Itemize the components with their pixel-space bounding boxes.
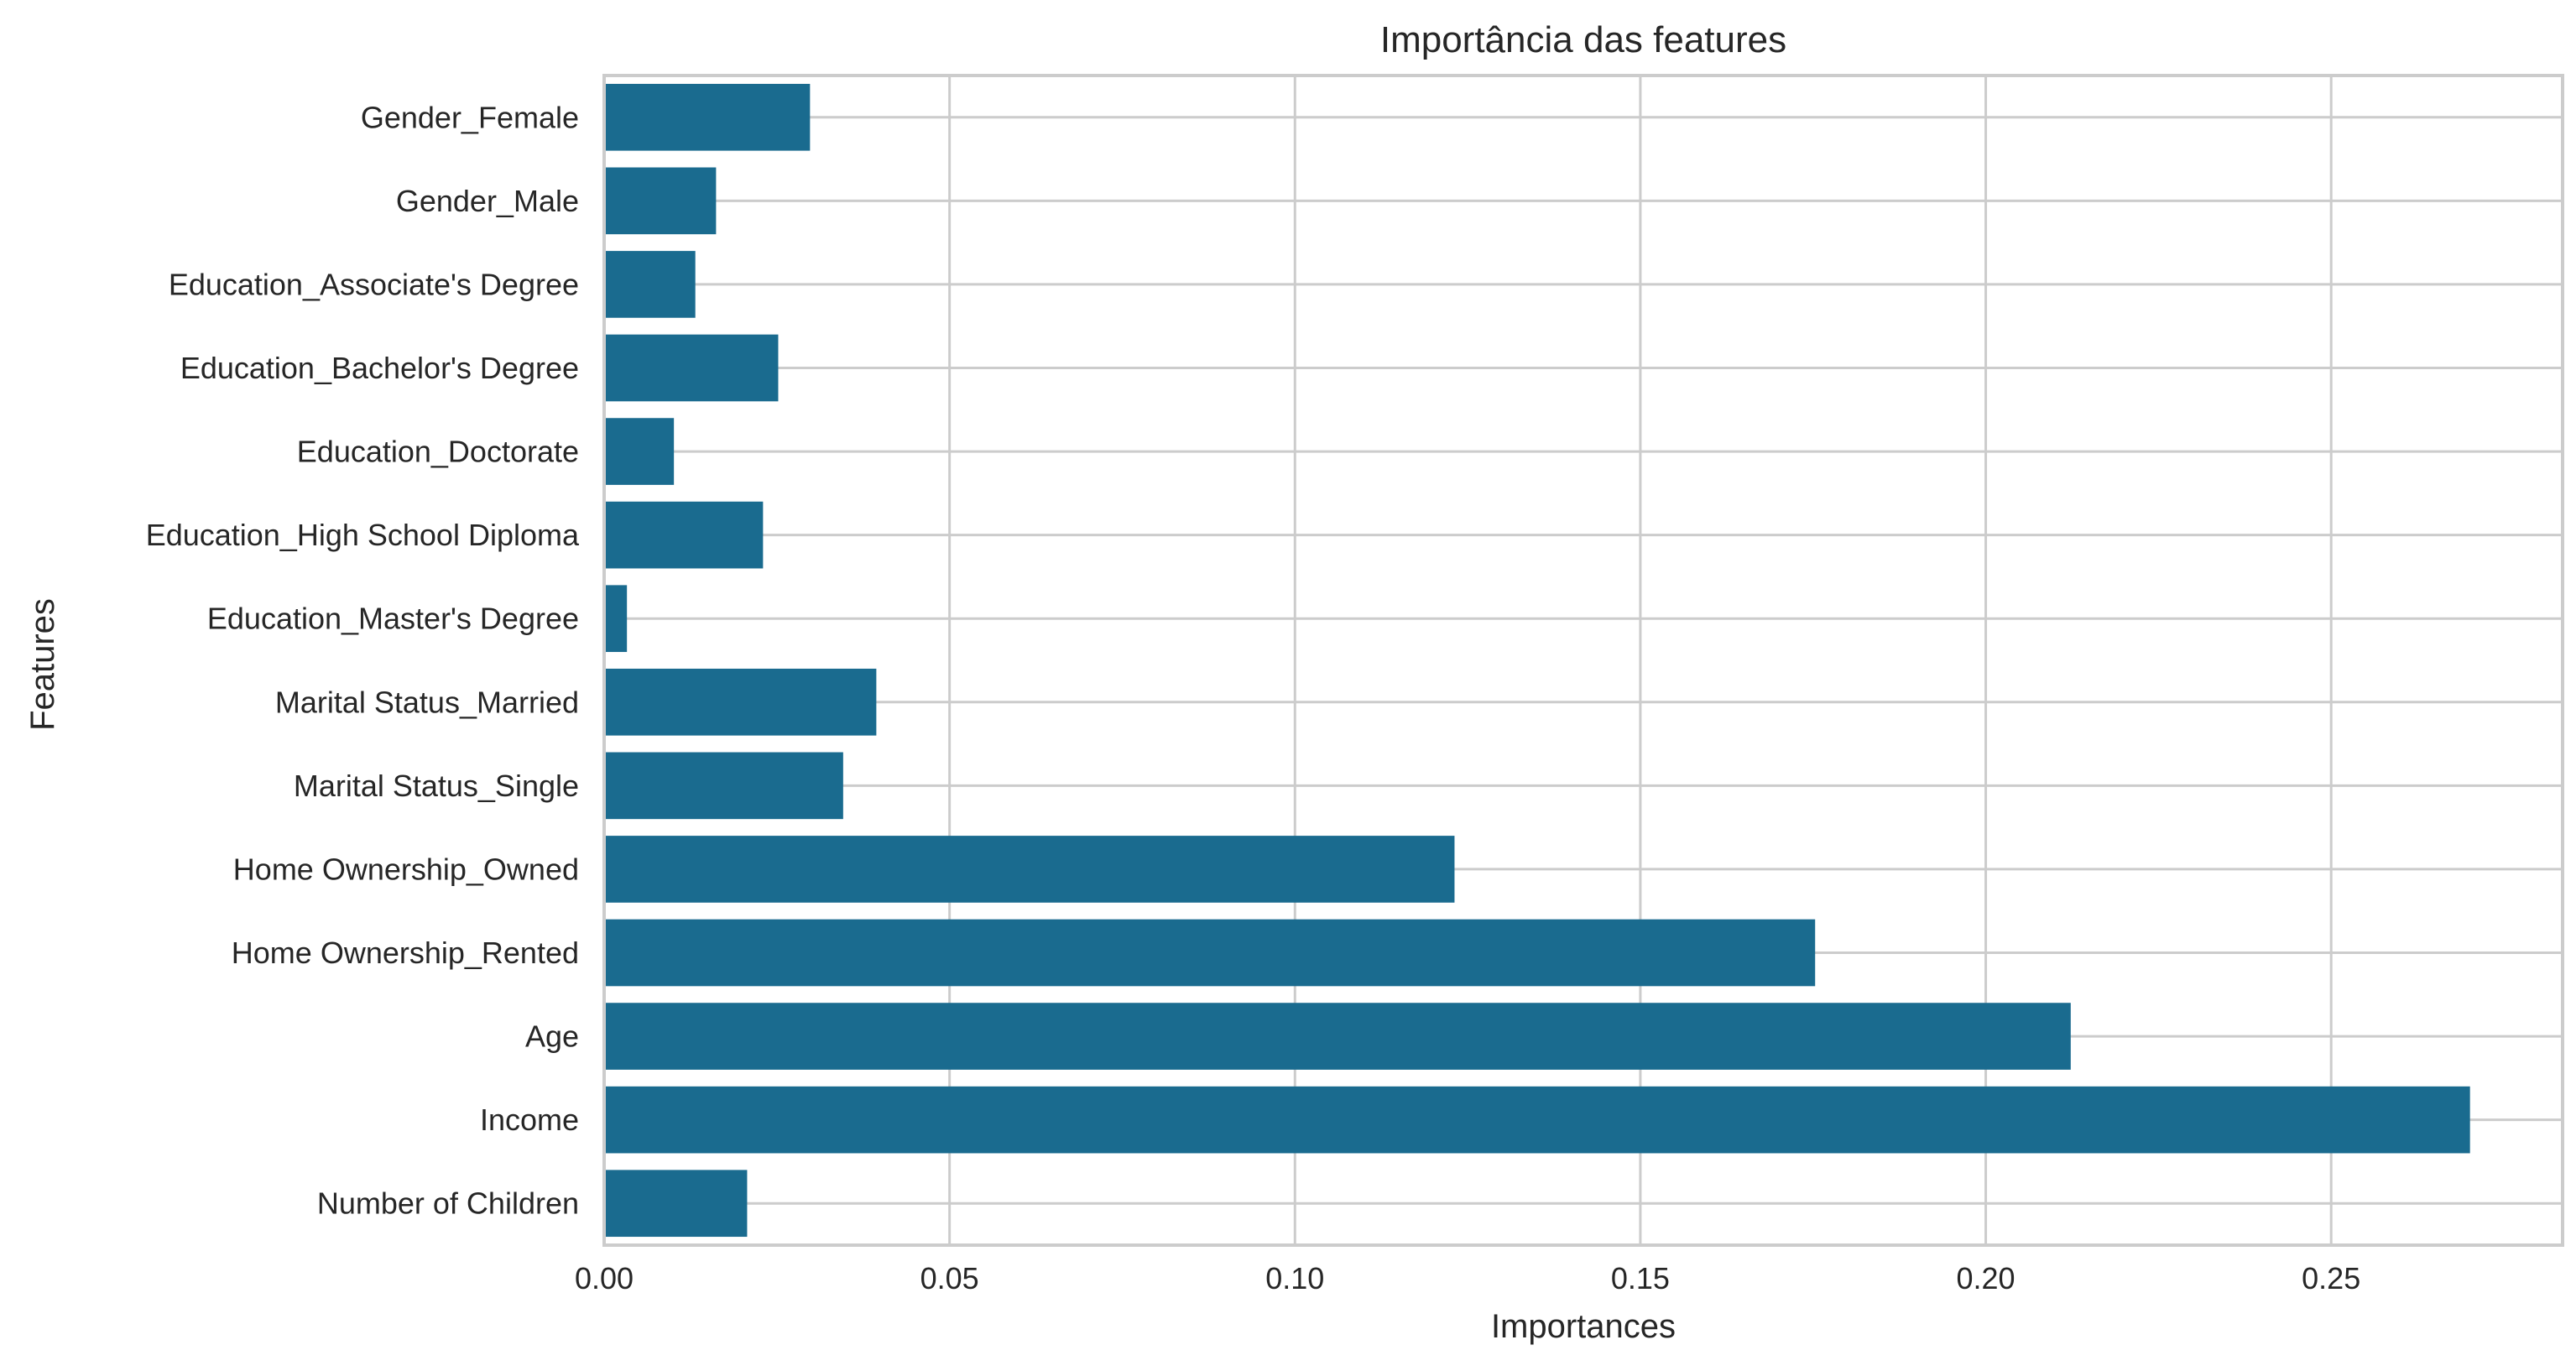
- bar: [604, 752, 843, 820]
- chart-title: Importância das features: [1380, 19, 1786, 60]
- y-tick-label: Education_Associate's Degree: [169, 267, 579, 301]
- y-axis-label: Features: [24, 598, 61, 731]
- bar: [604, 585, 628, 653]
- bar: [604, 501, 764, 569]
- bar: [604, 418, 675, 485]
- y-tick-label: Gender_Male: [396, 184, 579, 218]
- bar: [604, 83, 811, 151]
- bar: [604, 167, 717, 235]
- x-axis-label: Importances: [1491, 1308, 1676, 1345]
- plot-frame: [602, 74, 2564, 1247]
- y-tick-label: Marital Status_Single: [294, 769, 579, 803]
- bar: [604, 334, 779, 402]
- y-tick-labels: Gender_Female Gender_Male Education_Associ…: [146, 100, 580, 1220]
- x-tick-label: 0.10: [1265, 1261, 1324, 1295]
- bar: [604, 1170, 748, 1238]
- x-tick-label: 0.20: [1957, 1261, 2015, 1295]
- y-tick-label: Education_Doctorate: [297, 435, 579, 469]
- x-tick-labels: 0.00 0.05 0.10 0.15 0.20 0.25: [575, 1261, 2360, 1295]
- y-tick-label: Age: [525, 1019, 579, 1054]
- y-tick-label: Gender_Female: [361, 100, 579, 134]
- y-tick-label: Education_High School Diploma: [146, 518, 580, 552]
- x-tick-label: 0.00: [575, 1261, 634, 1295]
- x-tick-label: 0.25: [2302, 1261, 2360, 1295]
- y-tick-label: Home Ownership_Rented: [232, 936, 579, 970]
- y-tick-label: Marital Status_Married: [275, 685, 579, 719]
- x-tick-label: 0.15: [1611, 1261, 1670, 1295]
- y-tick-label: Education_Master's Degree: [207, 602, 579, 636]
- grid-lines: [602, 76, 2563, 1245]
- y-tick-label: Income: [480, 1103, 579, 1137]
- bar: [604, 836, 1455, 903]
- bar: [604, 251, 696, 318]
- bar: [604, 919, 1816, 987]
- bars: [604, 83, 2470, 1238]
- bar: [604, 668, 877, 736]
- bar: [604, 1003, 2071, 1070]
- y-tick-label: Home Ownership_Owned: [233, 852, 579, 886]
- x-tick-label: 0.05: [920, 1261, 979, 1295]
- y-tick-label: Education_Bachelor's Degree: [180, 351, 579, 385]
- y-tick-label: Number of Children: [317, 1186, 579, 1221]
- bar: [604, 1086, 2470, 1154]
